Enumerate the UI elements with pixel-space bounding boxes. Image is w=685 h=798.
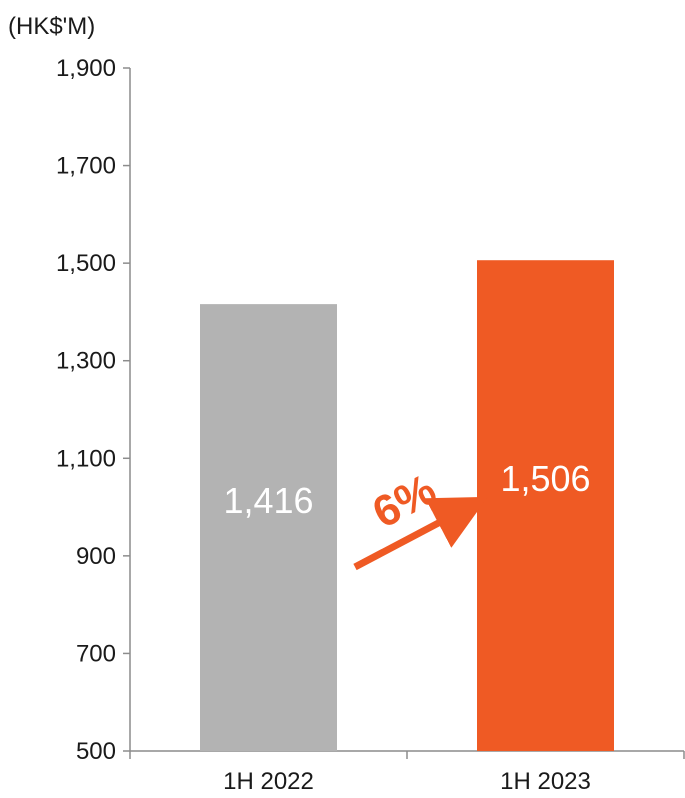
x-category-label: 1H 2022: [223, 768, 314, 795]
unit-label: (HK$'M): [8, 13, 95, 40]
bars: [200, 260, 614, 751]
growth-arrow: [353, 496, 488, 571]
y-tick-label: 700: [76, 640, 116, 667]
y-tick-label: 1,100: [56, 445, 116, 472]
x-category-label: 1H 2023: [500, 768, 591, 795]
y-tick-label: 1,900: [56, 55, 116, 82]
bar: [200, 304, 337, 751]
growth-annotation: 6%: [353, 465, 488, 571]
y-tick-label: 500: [76, 738, 116, 765]
value-labels: 1,416 1,506: [223, 458, 590, 521]
y-tick-label: 900: [76, 543, 116, 570]
y-tick-label: 1,500: [56, 250, 116, 277]
x-axis-labels: 1H 2022 1H 2023: [223, 768, 591, 795]
bar-value-label: 1,506: [500, 458, 590, 499]
bar: [477, 260, 614, 751]
bar-value-label: 1,416: [223, 480, 313, 521]
y-axis-ticks: 500 700 900 1,100 1,300 1,500 1,700 1,900: [56, 55, 130, 765]
y-tick-label: 1,700: [56, 153, 116, 180]
y-tick-label: 1,300: [56, 348, 116, 375]
